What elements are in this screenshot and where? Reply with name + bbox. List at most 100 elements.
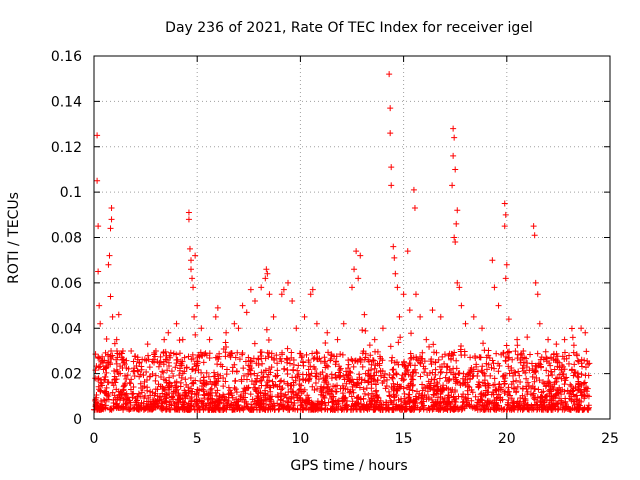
data-point bbox=[556, 395, 563, 402]
data-point bbox=[131, 405, 138, 412]
data-point bbox=[367, 404, 374, 411]
data-point bbox=[227, 354, 234, 361]
data-point bbox=[191, 391, 198, 398]
data-point bbox=[451, 349, 458, 356]
data-point bbox=[220, 383, 227, 390]
data-point bbox=[101, 397, 108, 404]
data-point bbox=[223, 343, 230, 350]
data-point bbox=[196, 353, 203, 360]
data-point bbox=[194, 399, 201, 406]
data-point bbox=[150, 398, 157, 405]
data-point bbox=[397, 334, 404, 341]
data-point bbox=[305, 394, 312, 401]
data-point bbox=[526, 406, 533, 413]
data-point bbox=[259, 360, 266, 367]
data-point bbox=[407, 406, 414, 413]
data-point bbox=[390, 371, 397, 378]
data-point bbox=[353, 248, 360, 255]
data-point bbox=[247, 391, 254, 398]
data-point bbox=[257, 390, 264, 397]
data-point bbox=[166, 380, 173, 387]
data-point bbox=[476, 382, 483, 389]
data-point bbox=[119, 347, 126, 354]
data-point bbox=[512, 348, 519, 355]
data-point bbox=[333, 405, 340, 412]
data-point bbox=[575, 386, 582, 393]
data-point bbox=[245, 405, 252, 412]
data-point bbox=[176, 350, 183, 357]
data-point bbox=[554, 406, 561, 413]
data-point bbox=[169, 393, 176, 400]
data-point bbox=[139, 385, 146, 392]
data-point bbox=[152, 372, 159, 379]
data-point bbox=[386, 71, 393, 78]
data-point bbox=[191, 313, 198, 320]
data-point bbox=[561, 356, 568, 363]
data-point bbox=[491, 365, 498, 372]
data-point bbox=[299, 397, 306, 404]
data-point bbox=[328, 351, 335, 358]
data-point bbox=[407, 380, 414, 387]
data-point bbox=[390, 243, 397, 250]
data-point bbox=[267, 393, 274, 400]
y-tick-label: 0.12 bbox=[51, 140, 82, 156]
data-point bbox=[371, 372, 378, 379]
data-point bbox=[519, 392, 526, 399]
data-point bbox=[270, 313, 277, 320]
data-point bbox=[533, 399, 540, 406]
data-point bbox=[486, 400, 493, 407]
data-point bbox=[550, 351, 557, 358]
data-point bbox=[401, 406, 408, 413]
data-point bbox=[424, 372, 431, 379]
data-point bbox=[277, 390, 284, 397]
data-point bbox=[466, 403, 473, 410]
data-point bbox=[305, 359, 312, 366]
data-point bbox=[520, 405, 527, 412]
data-point bbox=[350, 379, 357, 386]
data-point bbox=[361, 311, 368, 318]
data-point bbox=[124, 372, 131, 379]
data-point bbox=[434, 398, 441, 405]
data-point bbox=[523, 363, 530, 370]
data-point bbox=[579, 363, 586, 370]
data-point bbox=[113, 376, 120, 383]
data-point bbox=[412, 291, 419, 298]
data-point bbox=[450, 152, 457, 159]
data-point bbox=[383, 399, 390, 406]
data-point bbox=[408, 330, 415, 337]
data-point bbox=[267, 369, 274, 376]
data-point bbox=[511, 369, 518, 376]
data-point bbox=[320, 392, 327, 399]
data-point bbox=[275, 393, 282, 400]
data-point bbox=[443, 363, 450, 370]
data-point bbox=[393, 392, 400, 399]
data-point bbox=[216, 393, 223, 400]
data-point bbox=[475, 378, 482, 385]
data-point bbox=[214, 387, 221, 394]
data-point bbox=[248, 406, 255, 413]
data-point bbox=[460, 391, 467, 398]
data-point bbox=[162, 377, 169, 384]
data-point bbox=[185, 384, 192, 391]
data-point bbox=[185, 209, 192, 216]
data-point bbox=[566, 352, 573, 359]
data-point bbox=[126, 379, 133, 386]
data-point bbox=[240, 365, 247, 372]
data-point bbox=[334, 382, 341, 389]
data-point bbox=[488, 364, 495, 371]
data-point bbox=[419, 398, 426, 405]
data-point bbox=[464, 387, 471, 394]
data-point bbox=[503, 261, 510, 268]
data-point bbox=[522, 397, 529, 404]
data-point bbox=[491, 375, 498, 382]
data-point bbox=[400, 377, 407, 384]
data-point bbox=[280, 397, 287, 404]
data-point bbox=[221, 405, 228, 412]
data-point bbox=[144, 341, 151, 348]
data-point bbox=[281, 365, 288, 372]
data-point bbox=[322, 364, 329, 371]
data-point bbox=[578, 356, 585, 363]
data-point bbox=[348, 356, 355, 363]
data-point bbox=[502, 275, 509, 282]
data-point bbox=[514, 383, 521, 390]
